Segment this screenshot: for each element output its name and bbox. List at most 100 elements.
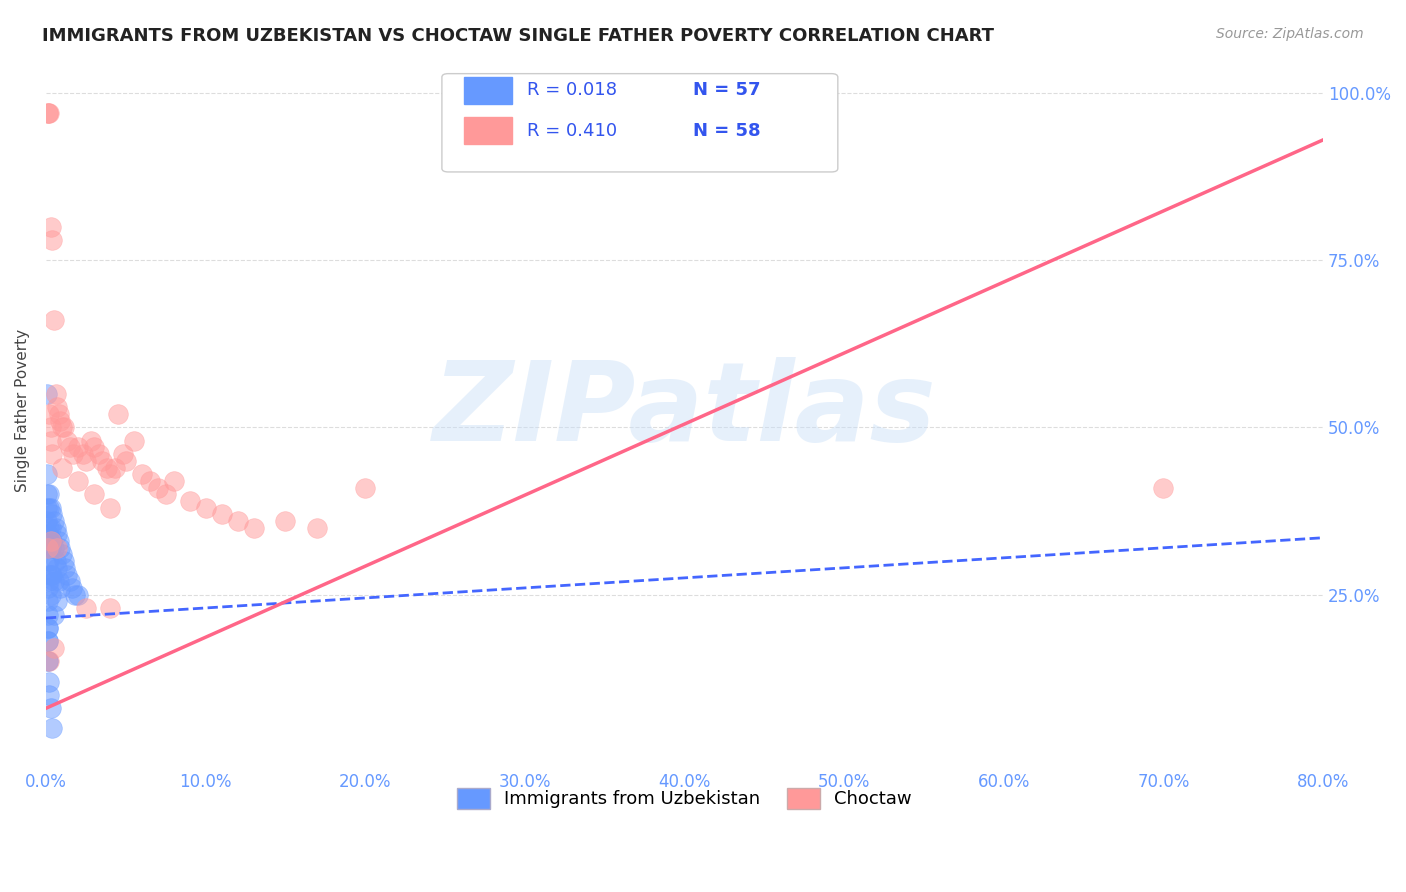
Point xyxy=(38,500,60,515)
Point xyxy=(37,621,59,635)
Point xyxy=(354,481,377,495)
Point xyxy=(38,688,60,702)
Point xyxy=(49,541,72,555)
Point xyxy=(37,634,59,648)
Point xyxy=(52,420,75,434)
Point xyxy=(41,508,63,522)
Text: N = 58: N = 58 xyxy=(693,121,761,139)
Point xyxy=(38,574,60,589)
Point xyxy=(242,521,264,535)
Point xyxy=(45,554,67,568)
Point xyxy=(42,574,65,589)
Point xyxy=(35,387,58,401)
Point xyxy=(48,407,70,421)
Point xyxy=(66,441,89,455)
Point xyxy=(37,581,59,595)
Point xyxy=(39,434,62,448)
Point xyxy=(226,514,249,528)
Point xyxy=(39,701,62,715)
Point xyxy=(55,567,77,582)
Point xyxy=(53,561,76,575)
FancyBboxPatch shape xyxy=(464,117,512,144)
Point xyxy=(37,500,59,515)
Point xyxy=(146,481,169,495)
Point xyxy=(46,527,69,541)
Point xyxy=(39,420,62,434)
Point xyxy=(38,674,60,689)
Point xyxy=(104,460,127,475)
Point xyxy=(42,641,65,656)
Point xyxy=(39,534,62,549)
Point xyxy=(87,447,110,461)
Point xyxy=(45,521,67,535)
Point xyxy=(179,494,201,508)
Point xyxy=(83,441,105,455)
Point xyxy=(83,487,105,501)
Point xyxy=(38,521,60,535)
Point xyxy=(35,487,58,501)
Point xyxy=(114,454,136,468)
Point xyxy=(39,588,62,602)
Point xyxy=(41,567,63,582)
Point xyxy=(59,441,82,455)
Point xyxy=(38,106,60,120)
Point xyxy=(42,607,65,622)
Point xyxy=(37,594,59,608)
Point xyxy=(98,467,121,482)
Point xyxy=(39,500,62,515)
Point xyxy=(37,621,59,635)
Point xyxy=(211,508,233,522)
Point xyxy=(139,474,162,488)
Text: IMMIGRANTS FROM UZBEKISTAN VS CHOCTAW SINGLE FATHER POVERTY CORRELATION CHART: IMMIGRANTS FROM UZBEKISTAN VS CHOCTAW SI… xyxy=(42,27,994,45)
Point xyxy=(35,467,58,482)
Y-axis label: Single Father Poverty: Single Father Poverty xyxy=(15,329,30,492)
Point xyxy=(107,407,129,421)
Point xyxy=(90,454,112,468)
Point xyxy=(41,722,63,736)
Point xyxy=(72,447,94,461)
Point xyxy=(38,554,60,568)
Point xyxy=(42,541,65,555)
Point xyxy=(51,548,73,562)
Point xyxy=(163,474,186,488)
Point xyxy=(39,219,62,234)
Text: R = 0.018: R = 0.018 xyxy=(527,81,617,100)
Point xyxy=(155,487,177,501)
Point xyxy=(41,447,63,461)
Point xyxy=(75,454,97,468)
Point xyxy=(37,655,59,669)
Point xyxy=(59,574,82,589)
Point xyxy=(37,634,59,648)
Point xyxy=(38,534,60,549)
Point xyxy=(49,581,72,595)
Point xyxy=(63,588,86,602)
Point xyxy=(98,500,121,515)
Point xyxy=(37,541,59,555)
Point xyxy=(274,514,297,528)
Point xyxy=(45,387,67,401)
Point xyxy=(46,401,69,415)
Point xyxy=(111,447,134,461)
Point xyxy=(37,655,59,669)
Point xyxy=(51,420,73,434)
Legend: Immigrants from Uzbekistan, Choctaw: Immigrants from Uzbekistan, Choctaw xyxy=(450,780,920,816)
Point xyxy=(39,567,62,582)
Point xyxy=(37,514,59,528)
Point xyxy=(42,514,65,528)
Point xyxy=(37,106,59,120)
Point xyxy=(1153,481,1175,495)
Point xyxy=(46,594,69,608)
FancyBboxPatch shape xyxy=(464,77,512,103)
FancyBboxPatch shape xyxy=(441,74,838,172)
Point xyxy=(39,521,62,535)
Point xyxy=(194,500,217,515)
Point xyxy=(307,521,329,535)
Point xyxy=(75,601,97,615)
Point xyxy=(66,588,89,602)
Point xyxy=(62,447,84,461)
Text: N = 57: N = 57 xyxy=(693,81,761,100)
Point xyxy=(66,474,89,488)
Point xyxy=(42,313,65,327)
Point xyxy=(37,106,59,120)
Text: ZIPatlas: ZIPatlas xyxy=(433,357,936,464)
